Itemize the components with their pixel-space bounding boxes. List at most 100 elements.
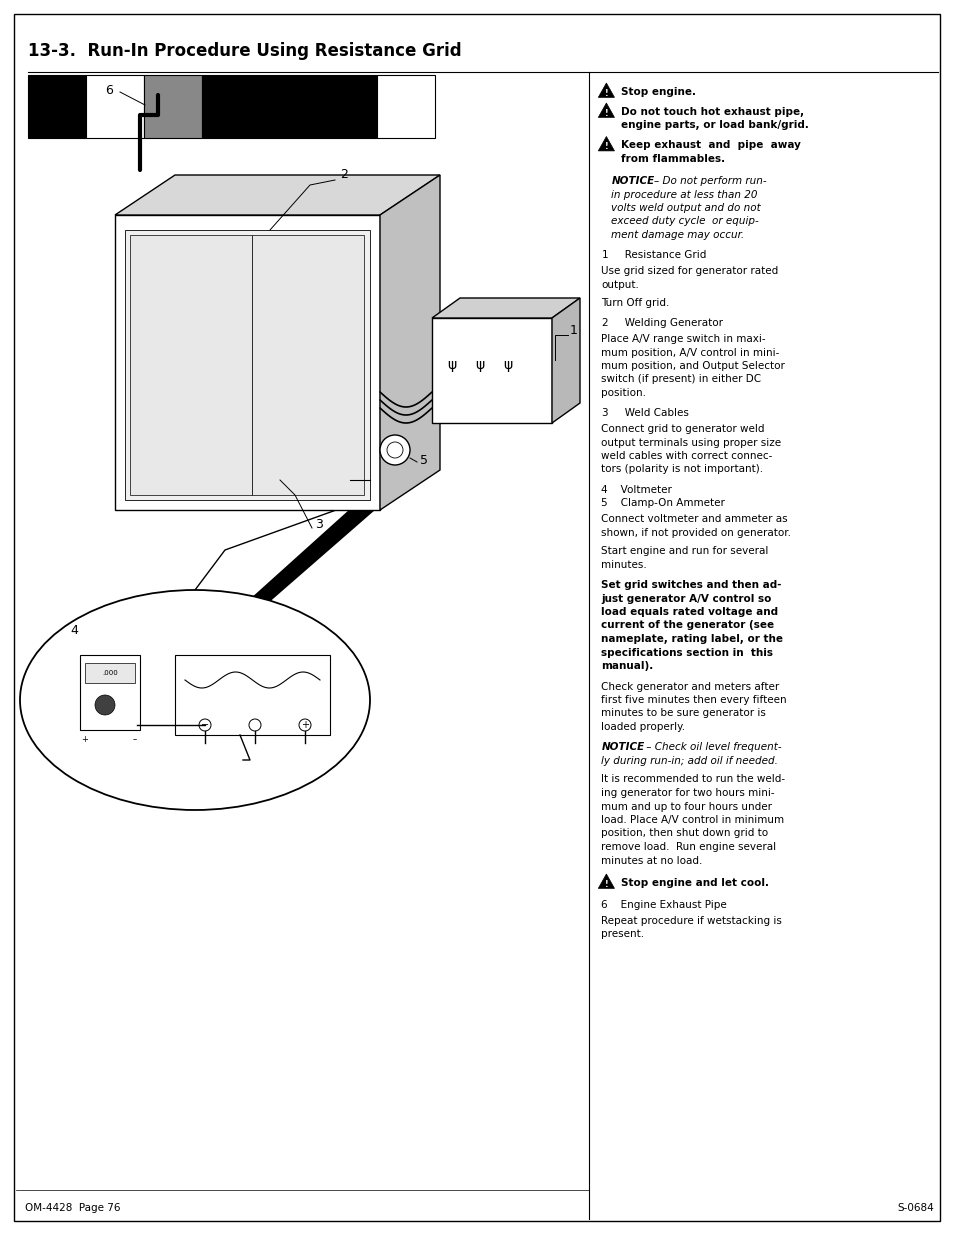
- Text: Stop engine and let cool.: Stop engine and let cool.: [620, 878, 768, 888]
- Text: loaded properly.: loaded properly.: [600, 722, 685, 732]
- Text: ψ: ψ: [447, 358, 456, 372]
- Circle shape: [249, 719, 261, 731]
- Text: Place A/V range switch in maxi-: Place A/V range switch in maxi-: [600, 333, 765, 345]
- Text: 5    Clamp-On Ammeter: 5 Clamp-On Ammeter: [600, 499, 724, 509]
- Text: S-0684: S-0684: [897, 1203, 933, 1213]
- Text: from flammables.: from flammables.: [620, 154, 724, 164]
- Text: switch (if present) in either DC: switch (if present) in either DC: [600, 374, 760, 384]
- Text: 1: 1: [569, 324, 578, 336]
- Text: specifications section in  this: specifications section in this: [600, 647, 773, 657]
- Text: Welding Generator: Welding Generator: [615, 319, 722, 329]
- Text: It is recommended to run the weld-: It is recommended to run the weld-: [600, 774, 784, 784]
- Text: Keep exhaust  and  pipe  away: Keep exhaust and pipe away: [620, 141, 801, 151]
- FancyBboxPatch shape: [252, 235, 364, 495]
- Text: !: !: [604, 109, 608, 117]
- Ellipse shape: [20, 590, 370, 810]
- Text: volts weld output and do not: volts weld output and do not: [611, 203, 760, 212]
- Text: Check generator and meters after: Check generator and meters after: [600, 682, 779, 692]
- Text: position.: position.: [600, 388, 646, 398]
- Circle shape: [199, 719, 211, 731]
- Text: present.: present.: [600, 929, 644, 939]
- Text: –: –: [132, 735, 137, 743]
- Text: 2: 2: [600, 319, 607, 329]
- Text: 3: 3: [314, 519, 322, 531]
- Text: ment damage may occur.: ment damage may occur.: [611, 230, 743, 240]
- Text: Weld Cables: Weld Cables: [615, 409, 688, 419]
- Text: remove load.  Run engine several: remove load. Run engine several: [600, 842, 776, 852]
- Circle shape: [298, 719, 311, 731]
- Text: shown, if not provided on generator.: shown, if not provided on generator.: [600, 527, 791, 537]
- Text: Set grid switches and then ad-: Set grid switches and then ad-: [600, 580, 781, 590]
- Text: current of the generator (see: current of the generator (see: [600, 620, 774, 631]
- Text: position, then shut down grid to: position, then shut down grid to: [600, 829, 768, 839]
- FancyBboxPatch shape: [432, 317, 552, 424]
- FancyBboxPatch shape: [130, 235, 252, 495]
- FancyBboxPatch shape: [260, 75, 318, 138]
- Text: in procedure at less than 20: in procedure at less than 20: [611, 189, 757, 200]
- FancyBboxPatch shape: [202, 75, 260, 138]
- Text: 6    Engine Exhaust Pipe: 6 Engine Exhaust Pipe: [600, 900, 726, 910]
- Polygon shape: [598, 874, 614, 888]
- Text: 2: 2: [339, 168, 348, 182]
- Text: 4    Voltmeter: 4 Voltmeter: [600, 485, 672, 495]
- Text: output.: output.: [600, 279, 639, 289]
- Text: 13-3.  Run-In Procedure Using Resistance Grid: 13-3. Run-In Procedure Using Resistance …: [28, 42, 461, 61]
- Text: NOTICE: NOTICE: [611, 177, 654, 186]
- Text: ly during run-in; add oil if needed.: ly during run-in; add oil if needed.: [600, 756, 778, 766]
- Text: weld cables with correct connec-: weld cables with correct connec-: [600, 451, 772, 461]
- Text: Do not touch hot exhaust pipe,: Do not touch hot exhaust pipe,: [620, 107, 803, 117]
- Text: Stop engine.: Stop engine.: [620, 86, 696, 98]
- FancyBboxPatch shape: [85, 663, 135, 683]
- FancyBboxPatch shape: [144, 75, 202, 138]
- Circle shape: [387, 442, 402, 458]
- FancyBboxPatch shape: [80, 655, 140, 730]
- Text: manual).: manual).: [600, 661, 653, 671]
- FancyBboxPatch shape: [174, 655, 330, 735]
- Text: −: −: [201, 720, 209, 730]
- Text: nameplate, rating label, or the: nameplate, rating label, or the: [600, 634, 782, 643]
- Text: Start engine and run for several: Start engine and run for several: [600, 546, 768, 556]
- Text: mum position, and Output Selector: mum position, and Output Selector: [600, 361, 784, 370]
- Circle shape: [379, 435, 410, 466]
- Text: first five minutes then every fifteen: first five minutes then every fifteen: [600, 695, 786, 705]
- Text: +: +: [81, 735, 89, 743]
- Text: just generator A/V control so: just generator A/V control so: [600, 594, 771, 604]
- Text: minutes.: minutes.: [600, 559, 646, 569]
- Text: tors (polarity is not important).: tors (polarity is not important).: [600, 464, 762, 474]
- Text: load equals rated voltage and: load equals rated voltage and: [600, 606, 778, 618]
- Polygon shape: [115, 175, 439, 215]
- FancyBboxPatch shape: [318, 75, 376, 138]
- Text: Use grid sized for generator rated: Use grid sized for generator rated: [600, 266, 778, 275]
- Text: minutes to be sure generator is: minutes to be sure generator is: [600, 709, 765, 719]
- FancyBboxPatch shape: [28, 75, 86, 138]
- FancyBboxPatch shape: [86, 75, 144, 138]
- Text: minutes at no load.: minutes at no load.: [600, 856, 702, 866]
- Polygon shape: [598, 83, 614, 98]
- FancyBboxPatch shape: [125, 230, 370, 500]
- FancyBboxPatch shape: [14, 14, 939, 1221]
- Text: exceed duty cycle  or equip-: exceed duty cycle or equip-: [611, 216, 759, 226]
- Text: Connect grid to generator weld: Connect grid to generator weld: [600, 424, 764, 433]
- Text: output terminals using proper size: output terminals using proper size: [600, 437, 781, 447]
- Text: Resistance Grid: Resistance Grid: [615, 251, 706, 261]
- Text: load. Place A/V control in minimum: load. Place A/V control in minimum: [600, 815, 783, 825]
- Text: Turn Off grid.: Turn Off grid.: [600, 298, 669, 308]
- Text: ψ: ψ: [503, 358, 512, 372]
- Text: 4: 4: [70, 624, 78, 636]
- Polygon shape: [160, 500, 375, 680]
- Polygon shape: [379, 175, 439, 510]
- Text: OM-4428  Page 76: OM-4428 Page 76: [25, 1203, 120, 1213]
- Text: Connect voltmeter and ammeter as: Connect voltmeter and ammeter as: [600, 514, 787, 524]
- Text: ψ: ψ: [475, 358, 484, 372]
- Text: – Check oil level frequent-: – Check oil level frequent-: [642, 742, 781, 752]
- Text: Repeat procedure if wetstacking is: Repeat procedure if wetstacking is: [600, 915, 781, 925]
- Text: NOTICE: NOTICE: [600, 742, 644, 752]
- Polygon shape: [552, 298, 579, 424]
- FancyBboxPatch shape: [376, 75, 435, 138]
- Polygon shape: [432, 298, 579, 317]
- Text: ing generator for two hours mini-: ing generator for two hours mini-: [600, 788, 774, 798]
- FancyBboxPatch shape: [115, 215, 379, 510]
- Circle shape: [95, 695, 115, 715]
- Text: mum and up to four hours under: mum and up to four hours under: [600, 802, 772, 811]
- Text: +: +: [301, 720, 309, 730]
